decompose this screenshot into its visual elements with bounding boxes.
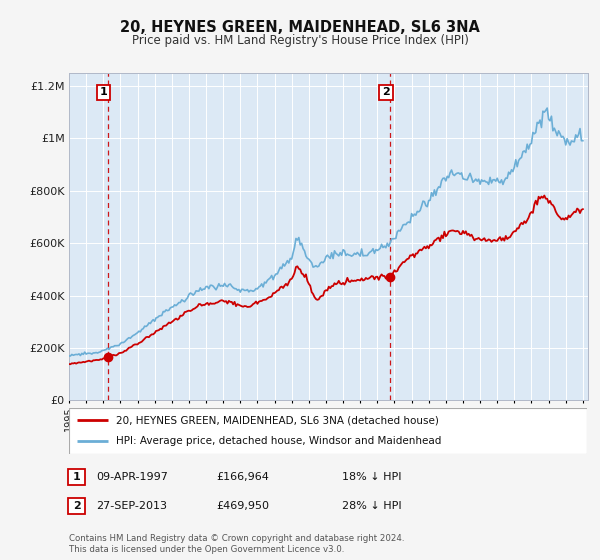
Text: HPI: Average price, detached house, Windsor and Maidenhead: HPI: Average price, detached house, Wind… (116, 436, 441, 446)
Text: 2: 2 (73, 501, 80, 511)
Text: 1: 1 (73, 472, 80, 482)
Text: 2: 2 (382, 87, 390, 97)
Text: 27-SEP-2013: 27-SEP-2013 (96, 501, 167, 511)
Text: 20, HEYNES GREEN, MAIDENHEAD, SL6 3NA: 20, HEYNES GREEN, MAIDENHEAD, SL6 3NA (120, 20, 480, 35)
Text: 20, HEYNES GREEN, MAIDENHEAD, SL6 3NA (detached house): 20, HEYNES GREEN, MAIDENHEAD, SL6 3NA (d… (116, 415, 439, 425)
Text: 18% ↓ HPI: 18% ↓ HPI (342, 472, 401, 482)
Text: 1: 1 (100, 87, 107, 97)
Text: £469,950: £469,950 (216, 501, 269, 511)
Text: 09-APR-1997: 09-APR-1997 (96, 472, 168, 482)
Text: Price paid vs. HM Land Registry's House Price Index (HPI): Price paid vs. HM Land Registry's House … (131, 34, 469, 46)
Text: Contains HM Land Registry data © Crown copyright and database right 2024.
This d: Contains HM Land Registry data © Crown c… (69, 534, 404, 554)
Text: 28% ↓ HPI: 28% ↓ HPI (342, 501, 401, 511)
Text: £166,964: £166,964 (216, 472, 269, 482)
